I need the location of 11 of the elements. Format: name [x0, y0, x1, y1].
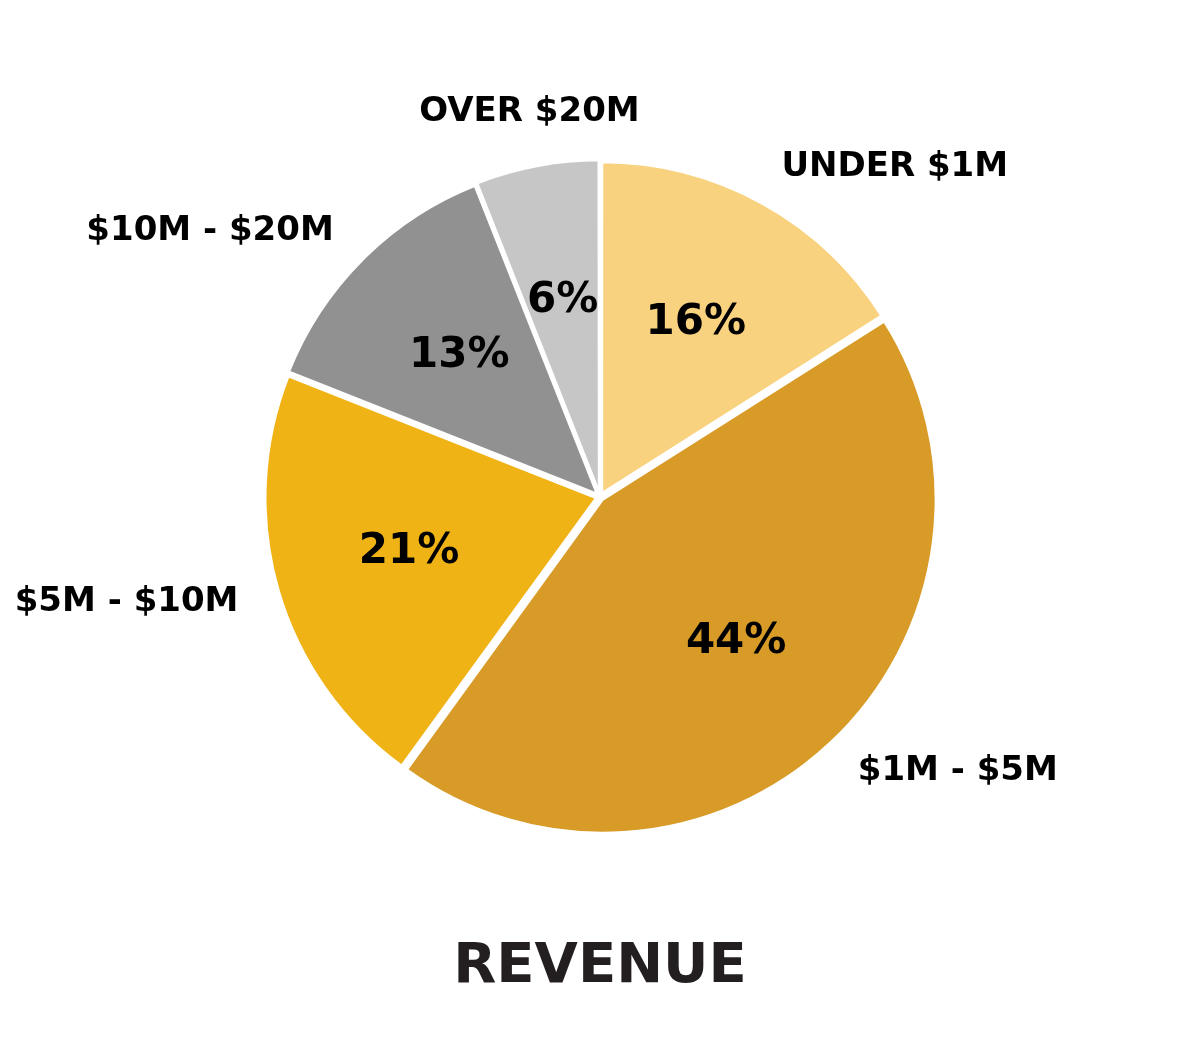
text: REVENUE	[453, 929, 747, 995]
data-label: 6%	[527, 273, 599, 323]
data-label: 16%	[645, 294, 747, 344]
slice-label: $10M - $20M	[86, 207, 334, 248]
data-label: 21%	[358, 524, 460, 574]
slice-label: OVER $20M	[419, 89, 640, 130]
data-label: 44%	[685, 613, 787, 663]
slice-label: UNDER $1M	[781, 143, 1009, 184]
slice-label: $1M - $5M	[857, 748, 1058, 789]
data-label: 13%	[409, 328, 510, 378]
slice-label: $5M - $10M	[14, 578, 239, 619]
